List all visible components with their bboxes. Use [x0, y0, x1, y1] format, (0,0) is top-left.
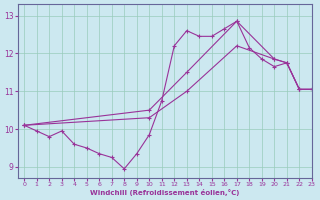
X-axis label: Windchill (Refroidissement éolien,°C): Windchill (Refroidissement éolien,°C) [90, 189, 240, 196]
